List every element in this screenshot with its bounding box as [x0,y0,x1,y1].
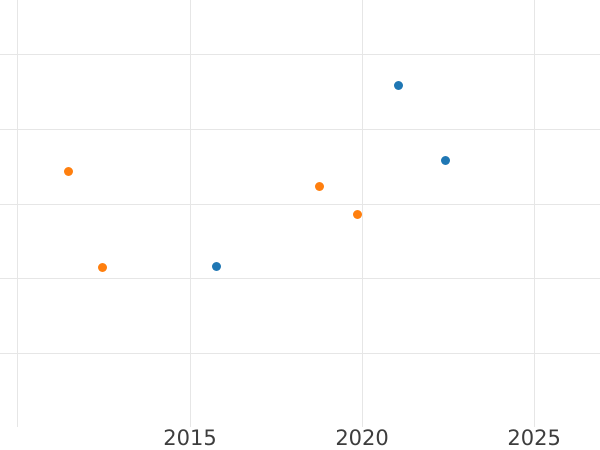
x-tick-label-2020: 2020 [335,426,389,450]
v-gridline-2015 [189,0,191,427]
x-tick-label-2015: 2015 [163,426,217,450]
scatter-point-orange [314,181,324,191]
v-gridline-2025 [533,0,535,427]
h-gridline [0,54,600,56]
scatter-point-orange [97,262,107,272]
h-gridline [0,352,600,354]
scatter-point-blue [211,262,221,272]
v-gridline-2010 [17,0,19,427]
x-tick-label-2025: 2025 [507,426,561,450]
scatter-point-orange [352,209,362,219]
v-gridline-2020 [361,0,363,427]
h-gridline [0,278,600,280]
h-gridline [0,203,600,205]
scatter-point-blue [394,80,404,90]
h-gridline [0,128,600,130]
scatter-point-orange [64,167,74,177]
scatter-point-blue [441,156,451,166]
